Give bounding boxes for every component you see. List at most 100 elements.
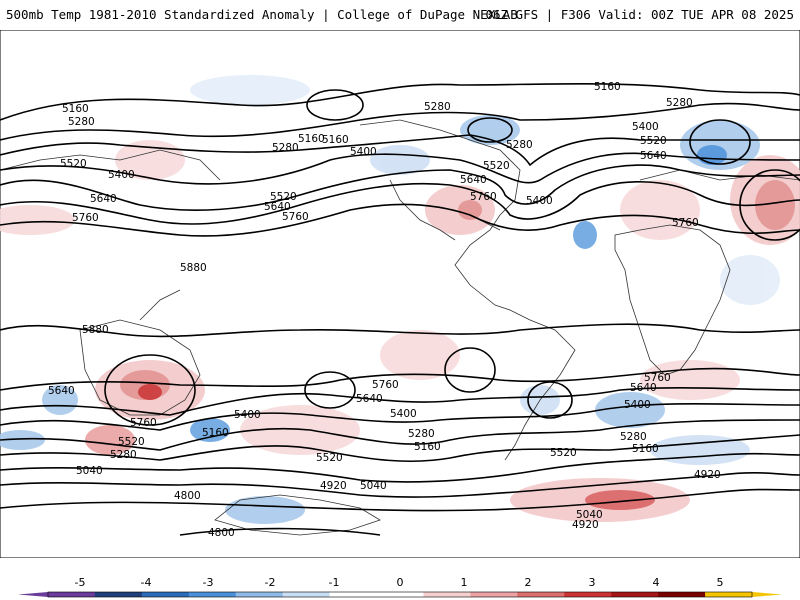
contour-label: 5520 — [118, 436, 145, 448]
map-title: 500mb Temp 1981-2010 Standardized Anomal… — [6, 7, 518, 22]
contour-label: 5640 — [90, 193, 117, 205]
contour-label: 5160 — [322, 134, 349, 146]
contour-label: 5880 — [82, 324, 109, 336]
legend-tick-label: -3 — [203, 576, 214, 589]
contour-label: 5640 — [356, 393, 383, 405]
model-run-info: 06Z GFS | F306 Valid: 00Z TUE APR 08 202… — [485, 7, 794, 22]
legend-tick-label: 1 — [461, 576, 468, 589]
legend-max-arrow — [752, 592, 782, 597]
contour-label: 5520 — [640, 135, 667, 147]
contour-label: 5640 — [460, 174, 487, 186]
legend-tick-label: 4 — [653, 576, 660, 589]
contour-label: 5760 — [72, 212, 99, 224]
contour-label: 5760 — [470, 191, 497, 203]
legend-tick-labels: -5 -4 -3 -2 -1 0 1 2 3 4 5 — [75, 576, 724, 589]
warm-anomaly-patch — [755, 180, 795, 230]
legend-color-bar — [18, 591, 782, 598]
cold-anomaly-patch — [370, 145, 430, 175]
legend-swatch — [423, 592, 471, 597]
contour-labels: 5160 5280 5160 5280 5280 5160 5400 5520 … — [48, 81, 721, 539]
contour-label: 5160 — [632, 443, 659, 455]
warm-anomaly-patch — [85, 425, 135, 455]
contour-label: 5280 — [110, 449, 137, 461]
contour-label: 4800 — [174, 490, 201, 502]
legend-swatch — [658, 592, 706, 597]
contour-label: 5640 — [48, 385, 75, 397]
height-contours — [0, 82, 800, 536]
contour-label: 5160 — [62, 103, 89, 115]
cold-anomaly-patch — [42, 385, 78, 415]
legend-swatch — [141, 592, 190, 597]
cold-anomaly-patch — [720, 255, 780, 305]
contour-label: 5280 — [506, 139, 533, 151]
contour-label: 5400 — [108, 169, 135, 181]
coastlines — [0, 119, 800, 536]
cold-anomaly-patch — [573, 221, 597, 249]
contour-label: 5760 — [282, 211, 309, 223]
warm-anomaly-patch — [640, 360, 740, 400]
contour-label: 4920 — [572, 519, 599, 531]
contour-label: 5640 — [264, 201, 291, 213]
contour-label: 4800 — [208, 527, 235, 539]
legend-tick-label: -4 — [141, 576, 152, 589]
contour-label: 5280 — [272, 142, 299, 154]
legend-swatch — [611, 592, 659, 597]
legend-outline — [47, 591, 753, 598]
contour-label: 5400 — [390, 408, 417, 420]
anomaly-legend: -5 -4 -3 -2 -1 0 1 2 3 4 5 — [18, 576, 782, 598]
contour-label: 5040 — [576, 509, 603, 521]
warm-anomaly-patch — [138, 384, 162, 400]
contour-label: 5040 — [76, 465, 103, 477]
legend-tick-label: -5 — [75, 576, 86, 589]
contour-label: 5400 — [632, 121, 659, 133]
contour-label: 5280 — [620, 431, 647, 443]
contour-label: 5520 — [483, 160, 510, 172]
legend-swatch — [376, 592, 424, 597]
contour-label: 5400 — [234, 409, 261, 421]
legend-swatch — [188, 592, 237, 597]
contour-label: 4920 — [694, 469, 721, 481]
contour-label: 5280 — [408, 428, 435, 440]
warm-anomaly-patch — [380, 330, 460, 380]
contour-label: 5760 — [644, 372, 671, 384]
anomaly-map: 5160 5280 5160 5280 5280 5160 5400 5520 … — [0, 30, 800, 558]
legend-swatch — [470, 592, 518, 597]
warm-anomaly-patch — [585, 490, 655, 510]
legend-swatch — [564, 592, 612, 597]
legend-swatch — [705, 592, 753, 597]
legend-tick-label: -1 — [329, 576, 340, 589]
contour-label: 5160 — [594, 81, 621, 93]
warm-anomaly-patch — [0, 205, 75, 235]
cold-anomaly-patch — [190, 418, 230, 442]
contour-label: 5520 — [60, 158, 87, 170]
contour-label: 5760 — [372, 379, 399, 391]
cold-anomaly-patch — [460, 115, 520, 145]
title-bar: 500mb Temp 1981-2010 Standardized Anomal… — [0, 0, 800, 30]
cold-anomaly-patch — [225, 496, 305, 524]
contour-label: 5400 — [350, 146, 377, 158]
legend-swatch — [48, 592, 96, 597]
legend-min-arrow — [18, 592, 48, 597]
legend-tick-label: -2 — [265, 576, 276, 589]
contour-label: 5280 — [424, 101, 451, 113]
contour-label: 5040 — [360, 480, 387, 492]
warm-anomaly-patch — [458, 200, 482, 220]
cold-anomaly-patch — [595, 392, 665, 428]
contour-label: 5400 — [624, 399, 651, 411]
contour-label: 5760 — [672, 217, 699, 229]
legend-swatch — [329, 592, 378, 597]
contour-label: 5520 — [316, 452, 343, 464]
contour-label: 5640 — [640, 150, 667, 162]
legend-tick-label: 2 — [525, 576, 532, 589]
contour-label: 5160 — [414, 441, 441, 453]
contour-label: 5520 — [270, 191, 297, 203]
contour-label: 5760 — [130, 417, 157, 429]
anomaly-shading — [0, 75, 800, 524]
warm-anomaly-patch — [620, 180, 700, 240]
legend-swatch — [235, 592, 284, 597]
cold-anomaly-patch — [697, 145, 727, 165]
contour-label: 5280 — [68, 116, 95, 128]
legend-swatch — [517, 592, 565, 597]
warm-anomaly-patch — [115, 140, 185, 180]
legend-swatch — [282, 592, 331, 597]
